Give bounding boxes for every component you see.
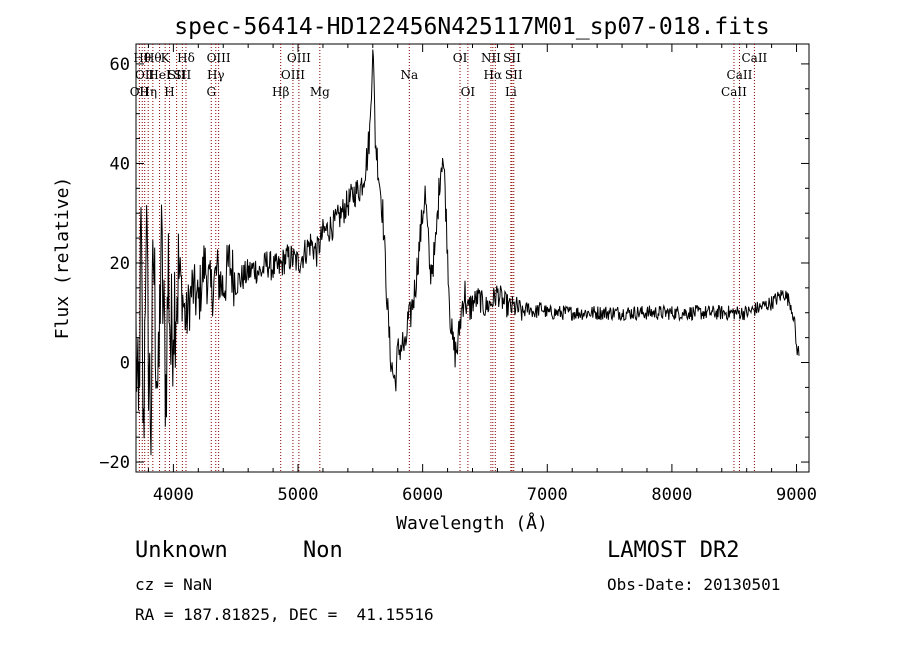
y-axis-label: Flux (relative) [52,177,73,340]
emission-line-label: Hη [139,85,157,99]
emission-line-labels: OIIHθOIIHηHθHeIKHSIIHδSIIGHγOIIIHβOIIIOI… [130,51,768,99]
emission-line-label: Li [505,85,517,99]
emission-line-label: OII [130,85,150,99]
emission-line-label: OIII [287,51,311,65]
x-axis-label: Wavelength (Å) [396,512,548,534]
x-tick-label: 4000 [153,485,194,505]
emission-line-markers [138,44,755,472]
emission-line-label: OIII [207,51,231,65]
x-tick-label: 7000 [527,485,568,505]
y-tick-label: 0 [120,354,130,374]
observation-date: Obs-Date: 20130501 [607,575,781,594]
x-tick-label: 5000 [278,485,319,505]
emission-line-label: SII [168,68,186,82]
spectrum-line [135,49,800,456]
emission-line-label: Hβ [272,85,289,99]
x-tick-label: 6000 [402,485,443,505]
emission-line-label: Hδ [177,51,195,65]
emission-line-label: G [206,85,216,99]
plot-frame [135,43,810,473]
emission-line-label: NII [481,51,501,65]
emission-line-label: CaII [741,51,767,65]
x-tick-label: 9000 [776,485,817,505]
emission-line-label: OIII [281,68,305,82]
emission-line-label: Na [400,68,418,82]
emission-line-label: Hθ [133,51,151,65]
survey-name: LAMOST DR2 [607,538,740,563]
emission-line-label: H [164,85,174,99]
emission-line-label: Hα [484,68,503,82]
x-axis: 4000 5000 6000 7000 8000 9000 [147,44,817,505]
emission-line-label: SII [174,68,192,82]
chart-title: spec-56414-HD122456N425117M01_sp07-018.f… [174,14,769,40]
x-tick-label: 8000 [651,485,692,505]
emission-line-label: HeI [148,68,171,82]
emission-line-label: OI [461,85,476,99]
coordinates: RA = 187.81825, DEC = 41.15516 [135,605,434,624]
y-axis: −20 0 20 40 60 [99,55,809,473]
emission-line-label: Mg [310,85,330,99]
emission-line-label: CaII [721,85,747,99]
redshift-cz: cz = NaN [135,575,213,594]
emission-line-label: K [161,51,171,65]
emission-line-label: CaII [727,68,753,82]
emission-line-label: SII [505,68,523,82]
y-tick-label: 60 [110,55,130,75]
emission-line-label: Hθ [144,51,162,65]
emission-line-label: OI [453,51,468,65]
emission-line-label: SII [503,51,521,65]
emission-line-label: Hγ [207,68,225,82]
spectrum-chart: spec-56414-HD122456N425117M01_sp07-018.f… [52,14,817,534]
y-tick-label: −20 [99,453,130,473]
y-tick-label: 40 [110,154,130,174]
object-subclass: Non [303,538,343,563]
emission-line-label: OII [135,68,155,82]
y-tick-label: 20 [110,254,130,274]
object-class: Unknown [135,538,228,563]
